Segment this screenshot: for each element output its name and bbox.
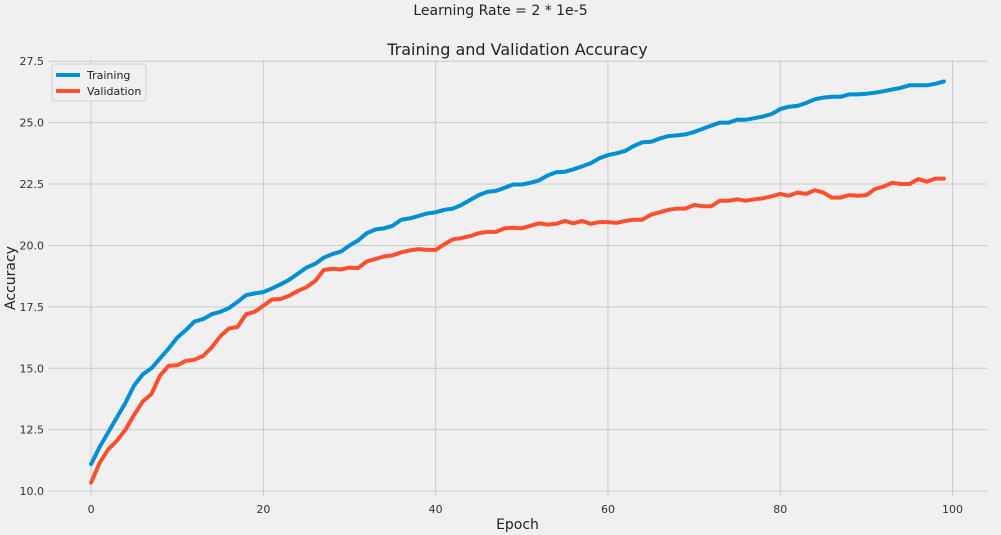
series-line-validation [89,176,946,485]
x-axis-label: Epoch [496,517,539,533]
y-tick-label: 15.0 [20,362,45,375]
grid-layer [48,60,987,496]
y-tick-label: 12.5 [20,424,45,437]
x-tick-label: 40 [429,503,443,516]
x-tick-label: 60 [601,503,615,516]
legend-label-validation: Validation [87,85,141,98]
series-line-training [89,79,946,467]
series-layer [89,79,946,485]
y-tick-label: 25.0 [20,117,45,130]
y-tick-label: 27.5 [20,55,45,68]
legend: Training Validation [51,63,147,102]
figure-suptitle: Learning Rate = 2 * 1e-5 [413,3,588,19]
chart-title: Training and Validation Accuracy [386,40,648,59]
x-tick-label: 100 [942,503,963,516]
y-tick-label: 22.5 [20,178,45,191]
x-tick-label: 80 [773,503,787,516]
y-tick-label: 20.0 [20,239,45,252]
y-tick-label: 17.5 [20,301,45,314]
y-axis-label: Accuracy [3,246,19,310]
legend-label-training: Training [86,69,130,82]
x-tick-label: 0 [88,503,95,516]
tick-layer: 0 20 40 60 80 100 10.0 12.5 15.0 17.5 20.0 22.5 25.0… [20,55,964,516]
y-tick-label: 10.0 [20,485,45,498]
x-tick-label: 20 [256,503,270,516]
